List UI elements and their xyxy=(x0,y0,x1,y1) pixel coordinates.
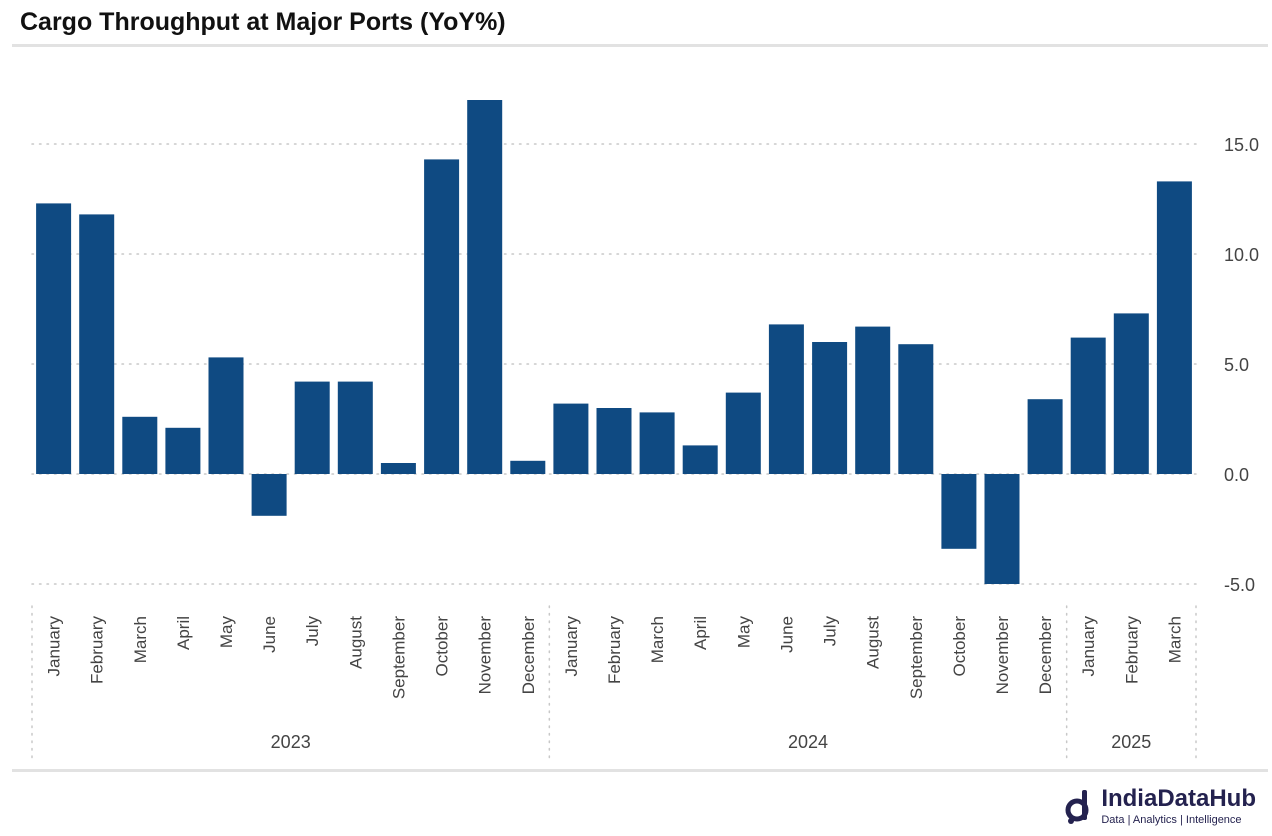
x-tick-label: February xyxy=(88,616,107,685)
x-tick-label: October xyxy=(950,616,969,677)
group-label: 2024 xyxy=(788,732,828,752)
x-tick-label: February xyxy=(1122,616,1141,685)
x-tick-label: May xyxy=(217,616,236,649)
bar xyxy=(768,324,804,474)
bar xyxy=(122,416,158,474)
x-tick-label: September xyxy=(389,616,408,699)
bar xyxy=(1113,313,1149,474)
x-tick-label: March xyxy=(1165,616,1184,663)
group-label: 2023 xyxy=(271,732,311,752)
bar xyxy=(1156,181,1192,474)
x-tick-label: March xyxy=(648,616,667,663)
x-tick-label: July xyxy=(303,616,322,647)
x-tick-label: November xyxy=(476,616,495,695)
group-label: 2025 xyxy=(1111,732,1151,752)
x-tick-label: June xyxy=(777,616,796,653)
bar xyxy=(294,381,330,474)
x-tick-label: March xyxy=(131,616,150,663)
x-tick-label: November xyxy=(993,616,1012,695)
y-tick-label: 10.0 xyxy=(1224,245,1259,265)
x-tick-label: December xyxy=(519,616,538,695)
bar xyxy=(725,392,761,474)
brand-name: IndiaDataHub xyxy=(1101,785,1256,812)
bar xyxy=(812,342,848,474)
x-tick-label: May xyxy=(734,616,753,649)
bar xyxy=(165,427,201,474)
bar xyxy=(941,474,977,549)
bar xyxy=(424,159,460,474)
bar xyxy=(682,445,718,474)
y-tick-label: 5.0 xyxy=(1224,355,1249,375)
brand-tagline: Data | Analytics | Intelligence xyxy=(1101,814,1242,826)
bar xyxy=(467,100,503,474)
x-tick-label: December xyxy=(1036,616,1055,695)
chart-title: Cargo Throughput at Major Ports (YoY%) xyxy=(20,8,506,36)
x-tick-label: August xyxy=(864,616,883,669)
footer-divider xyxy=(12,769,1268,772)
x-tick-label: April xyxy=(174,616,193,650)
x-tick-label: June xyxy=(260,616,279,653)
x-tick-label: January xyxy=(45,616,64,677)
bar xyxy=(1070,337,1106,474)
x-tick-label: April xyxy=(691,616,710,650)
y-tick-label: 0.0 xyxy=(1224,465,1249,485)
bar xyxy=(1027,399,1063,474)
x-tick-label: January xyxy=(562,616,581,677)
x-tick-label: February xyxy=(605,616,624,685)
indiadatahub-logo-icon xyxy=(1065,790,1089,824)
title-divider xyxy=(12,44,1268,47)
bar xyxy=(208,357,244,474)
bar xyxy=(855,326,891,474)
x-tick-label: October xyxy=(433,616,452,677)
bar xyxy=(380,463,416,474)
x-tick-label: September xyxy=(907,616,926,699)
bar xyxy=(984,474,1020,584)
bar xyxy=(337,381,373,474)
bar xyxy=(553,403,589,474)
y-tick-label: -5.0 xyxy=(1224,575,1255,595)
x-tick-label: July xyxy=(821,616,840,647)
bar xyxy=(251,474,287,516)
bar xyxy=(898,344,934,474)
bar xyxy=(510,460,546,474)
bar xyxy=(596,408,632,474)
y-tick-label: 15.0 xyxy=(1224,135,1259,155)
brand-logo: IndiaDataHub Data | Analytics | Intellig… xyxy=(1063,786,1256,826)
bar xyxy=(639,412,675,474)
x-tick-label: January xyxy=(1079,616,1098,677)
bar xyxy=(79,214,115,474)
x-tick-label: August xyxy=(346,616,365,669)
bar xyxy=(36,203,72,474)
